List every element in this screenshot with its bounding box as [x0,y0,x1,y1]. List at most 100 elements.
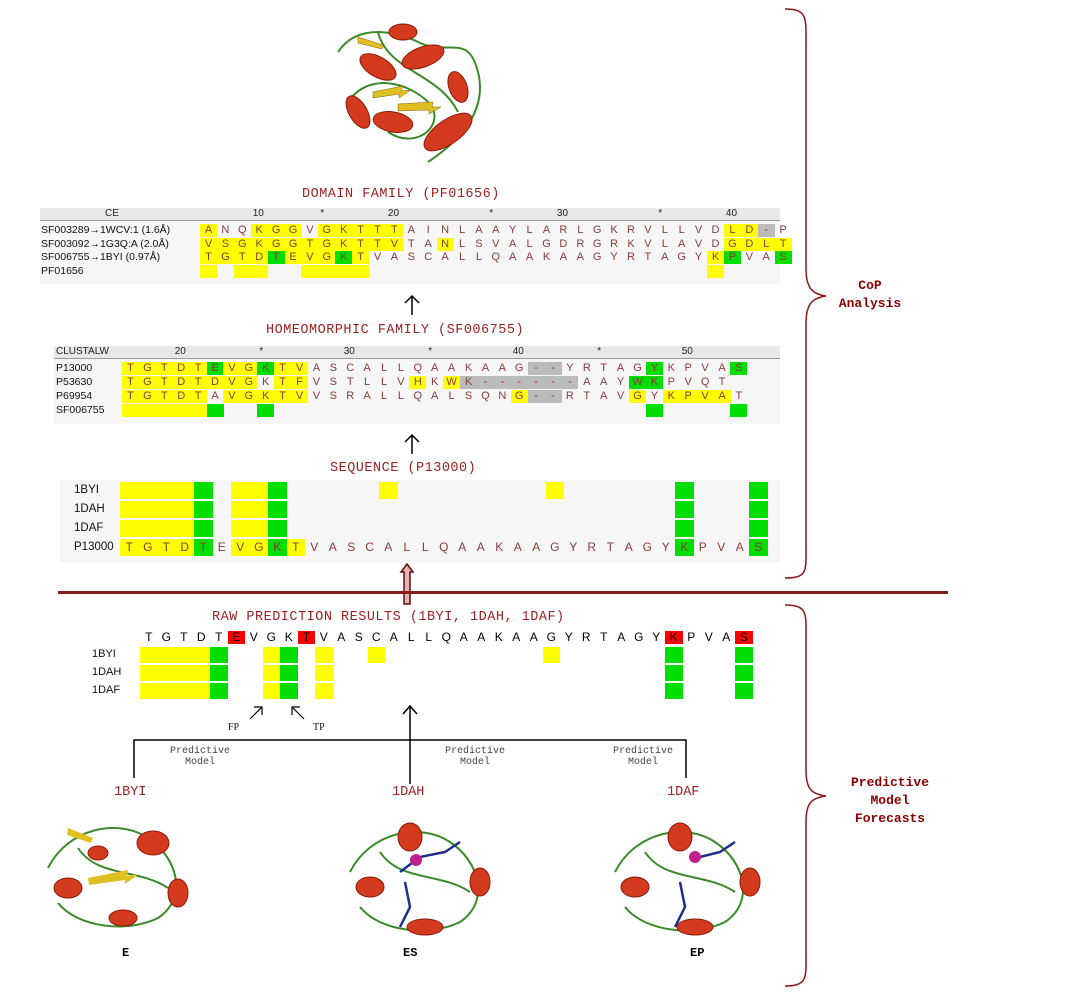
structure-image-es [349,822,491,936]
residue-cell: - [544,376,562,389]
residue-cell [707,264,724,278]
structure-id-1daf: 1DAF [667,785,700,800]
residue-cell: A [713,390,731,403]
residue-cell: K [495,540,504,554]
residue-cell: V [704,630,713,644]
residue-cell: L [448,390,455,402]
residue-cell: T [583,390,591,402]
structure-image-e [47,827,189,928]
residue-cell: Y [661,540,670,554]
state-es: ES [403,946,418,960]
residue-cell: E [206,362,224,375]
residue-cell: K [667,362,675,374]
domain-ruler-mark: * [320,208,325,219]
raw-prediction-title: RAW PREDICTION RESULTS (1BYI, 1DAH, 1DAF… [212,610,565,625]
residue-cell: A [525,251,534,263]
residue-cell: A [337,630,346,644]
residue-cell: G [677,251,686,263]
residue-cell: A [459,630,468,644]
residue-cell: D [180,540,190,554]
residue-cell: V [694,224,703,236]
conserved-block [675,482,694,499]
residue-cell [138,404,156,417]
residue-cell: V [291,390,308,403]
homeo-ruler-mark: 20 [174,346,186,357]
residue-cell: L [661,237,668,250]
residue-cell: C [365,540,375,554]
residue-cell: G [254,540,264,554]
conserved-block [194,539,213,556]
residue-cell: A [363,390,371,402]
residue-cell: K [460,376,477,389]
residue-cell: L [397,362,404,374]
conserved-block [268,539,287,556]
predictive-model-note-1: Predictive Model [169,746,230,768]
residue-cell: T [352,251,370,264]
residue-cell: L [425,630,433,644]
residue-cell: L [403,540,411,554]
homeo-ruler-label: CLUSTALW [56,346,109,357]
residue-cell: G [546,630,556,644]
residue-cell: V [312,390,321,402]
residue-cell: D [711,237,720,250]
residue-cell: G [267,237,285,251]
residue-cell: L [380,376,388,388]
residue-cell: A [458,540,467,554]
residue-cell: A [431,390,439,402]
conserved-block [194,520,213,537]
residue-cell: A [576,251,584,263]
residue-cell: Y [694,251,703,263]
residue-cell: K [542,251,551,263]
residue-cell: V [310,540,319,554]
residue-cell: T [718,376,726,388]
tp-arrow-icon [291,706,305,720]
residue-cell: T [274,362,292,375]
residue-cell: L [678,224,685,236]
residue-cell: A [513,540,522,554]
residue-cell: V [301,251,319,264]
residue-cell: A [583,376,591,388]
residue-cell: - [527,362,545,375]
structure-id-1dah: 1DAH [392,785,425,800]
residue-cell: D [172,376,190,389]
homeo-ruler-mark: * [428,346,433,357]
residue-cell: T [407,237,415,250]
conserved-block [675,539,694,556]
conserved-block [665,647,683,663]
homeo-ruler-mark: 50 [681,346,693,357]
residue-cell: V [745,251,753,263]
residue-cell: A [542,224,551,236]
residue-cell: A [600,390,608,402]
conserved-block [749,482,768,499]
residue-cell: - [757,224,775,237]
residue-cell: L [723,224,741,237]
residue-cell: K [494,630,503,644]
residue-cell: L [526,224,533,236]
residue-cell: E [217,540,226,554]
residue-cell: K [665,631,683,644]
domain-family-title: DOMAIN FAMILY (PF01656) [302,187,500,202]
residue-cell: V [385,237,403,251]
residue-cell: S [464,390,473,402]
residue-cell: - [510,376,528,389]
residue-cell: A [498,362,506,374]
highlight-block [545,482,564,499]
residue-cell: Y [610,251,618,263]
striped-up-arrow-icon [399,562,415,605]
residue-cell: K [335,237,353,251]
residue-cell: R [581,630,591,644]
conserved-block [210,683,228,699]
residue-cell: A [431,362,439,374]
residue-cell: K [335,224,353,237]
residue-cell: R [627,251,635,263]
residue-cell: G [240,362,258,375]
residue-cell: S [216,237,234,251]
residue-cell: K [464,362,473,374]
residue-cell: L [364,376,371,388]
residue-cell: T [189,362,207,375]
residue-cell: - [544,362,562,375]
residue-cell: Q [439,540,449,554]
residue-cell: Q [481,390,490,402]
domain-row-label: SF003092→1G3Q:A (2.0Å) [41,237,169,250]
residue-cell: S [329,362,337,374]
